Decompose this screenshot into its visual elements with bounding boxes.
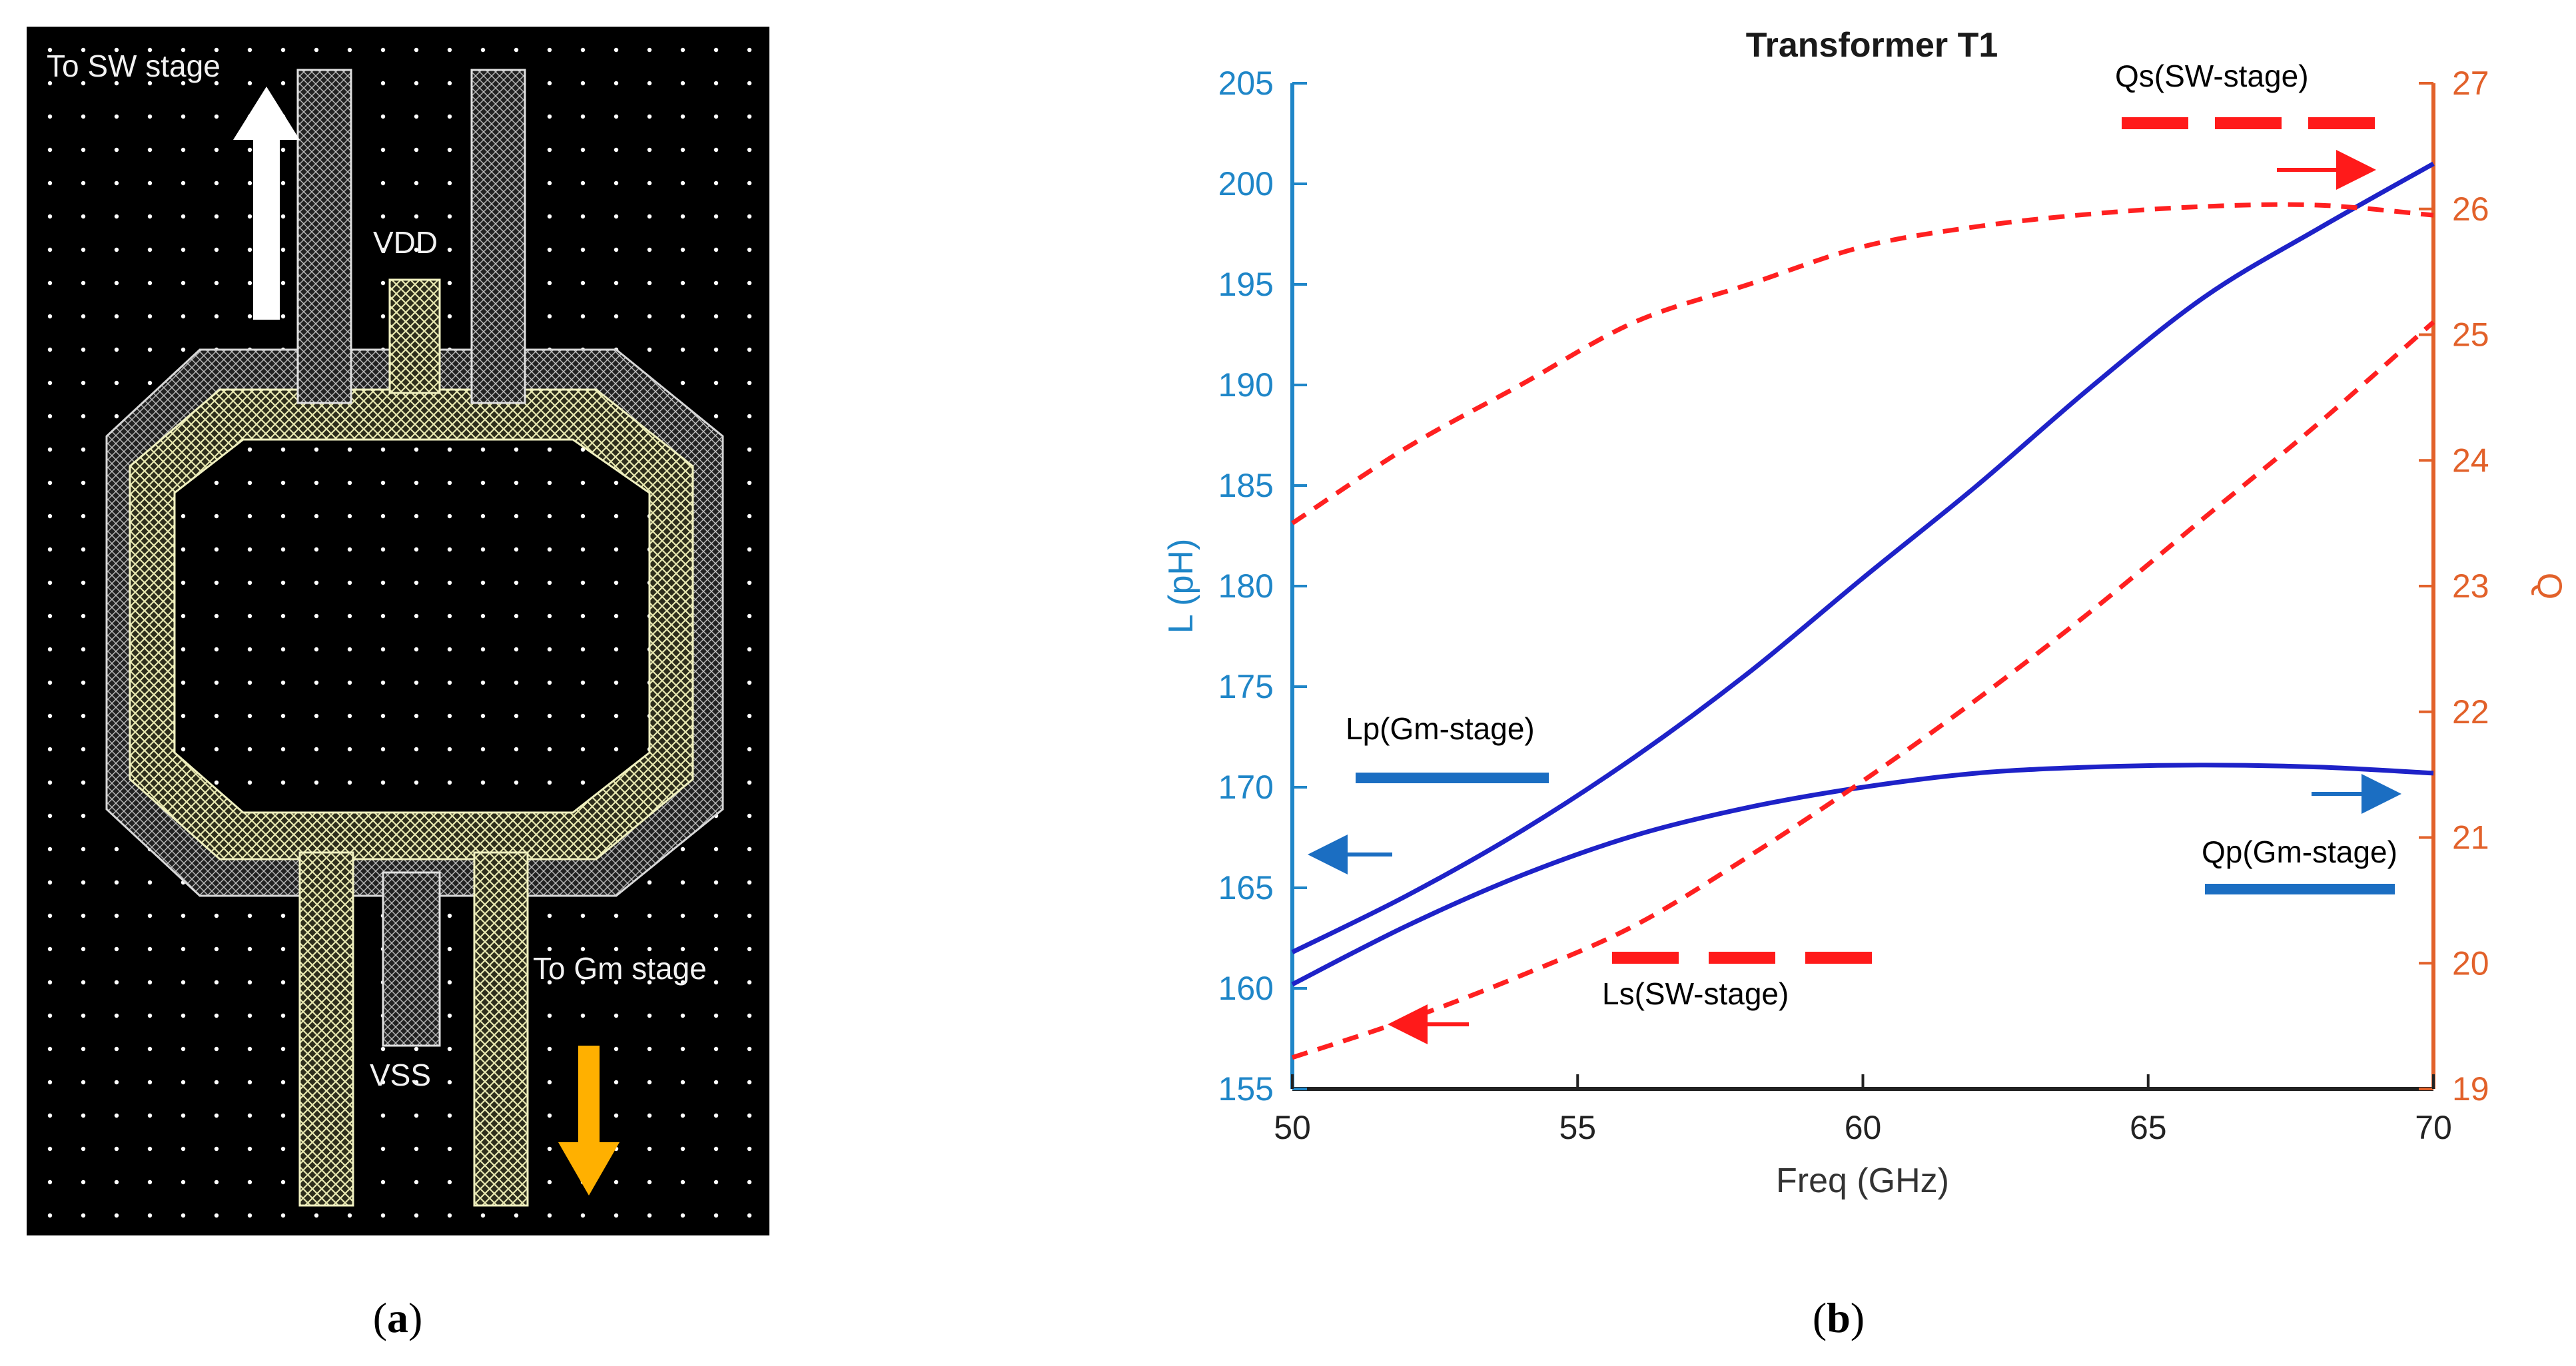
left-y-tick-label: 200 xyxy=(1218,165,1274,202)
x-tick-label: 70 xyxy=(2415,1109,2452,1146)
right-y-tick-label: 26 xyxy=(2452,190,2489,228)
x-tick-label: 55 xyxy=(1559,1109,1596,1146)
right-y-tick-label: 22 xyxy=(2452,693,2489,731)
left-y-tick-label: 160 xyxy=(1218,970,1274,1007)
vdd-center-tap xyxy=(388,278,441,394)
left-y-tick-label: 190 xyxy=(1218,366,1274,404)
left-y-ticks: 155 160 165 170 175 180 185 190 195 200 205 xyxy=(1218,65,1307,1108)
series-line-qs-sw-stage xyxy=(1291,202,2434,525)
legend-ls-label: Ls(SW-stage) xyxy=(1602,976,1789,1011)
sw-lead-left xyxy=(296,69,352,404)
vss-center-tap xyxy=(382,871,441,1047)
legend-ls: Ls(SW-stage) xyxy=(1388,952,1872,1044)
x-ticks: 50 55 60 65 70 xyxy=(1274,1074,2452,1146)
series-lines xyxy=(1291,161,2435,1060)
right-y-ticks: 19 20 21 22 23 24 25 26 27 xyxy=(2419,65,2489,1108)
legend-lp-label: Lp(Gm-stage) xyxy=(1346,711,1535,746)
legend-qp-label: Qp(Gm-stage) xyxy=(2202,835,2397,869)
y-axis-label: L (pH) xyxy=(1162,539,1200,634)
legend-qs: Qs(SW-stage) xyxy=(2115,59,2383,190)
legend-lp: Lp(Gm-stage) xyxy=(1308,711,1549,874)
caption-b: (b) xyxy=(1813,1294,1865,1341)
vss-label: VSS xyxy=(370,1058,431,1092)
caption-a: (a) xyxy=(373,1294,423,1341)
right-y-tick-label: 23 xyxy=(2452,567,2489,605)
transformer-chart: Transformer T1 1551601651701751801851901… xyxy=(1162,26,2569,1200)
right-y-tick-label: 20 xyxy=(2452,944,2489,982)
x-tick-label: 65 xyxy=(2130,1109,2167,1146)
sw-lead-right xyxy=(470,69,526,404)
up-arrow-icon xyxy=(233,87,300,320)
right-y-tick-label: 27 xyxy=(2452,65,2489,102)
left-y-tick-label: 175 xyxy=(1218,668,1274,705)
right-y-tick-label: 19 xyxy=(2452,1070,2489,1108)
inner-winding-ring xyxy=(129,388,694,860)
series-line-qp-gm-stage xyxy=(1291,320,2435,1060)
gm-lead-right xyxy=(473,851,529,1207)
left-y-tick-label: 205 xyxy=(1218,65,1274,102)
right-y-tick-label: 21 xyxy=(2452,819,2489,856)
to-gm-stage-label: To Gm stage xyxy=(533,951,707,986)
down-arrow-icon xyxy=(558,1046,620,1195)
left-y-tick-label: 195 xyxy=(1218,266,1274,303)
right-y-tick-label: 24 xyxy=(2452,442,2489,479)
legend-qp: Qp(Gm-stage) xyxy=(2202,774,2401,894)
x-axis-label: Freq (GHz) xyxy=(1776,1162,1949,1200)
transformer-layout-panel: To SW stage VDD VSS To Gm stage xyxy=(27,27,769,1235)
to-sw-stage-label: To SW stage xyxy=(47,49,220,83)
right-y-tick-label: 25 xyxy=(2452,316,2489,354)
left-y-tick-label: 165 xyxy=(1218,869,1274,906)
chart-title: Transformer T1 xyxy=(1746,26,1998,65)
left-y-tick-label: 155 xyxy=(1218,1070,1274,1108)
series-line-ls-sw-stage xyxy=(1291,763,2434,987)
y2-axis-label: Q xyxy=(2530,573,2569,599)
legend-qs-label: Qs(SW-stage) xyxy=(2115,59,2309,93)
series-line-lp-gm-stage xyxy=(1291,161,2435,954)
x-tick-label: 60 xyxy=(1845,1109,1882,1146)
x-tick-label: 50 xyxy=(1274,1109,1311,1146)
left-y-tick-label: 180 xyxy=(1218,567,1274,605)
left-y-tick-label: 170 xyxy=(1218,769,1274,806)
gm-lead-left xyxy=(298,851,354,1207)
vdd-label: VDD xyxy=(373,225,438,260)
left-y-tick-label: 185 xyxy=(1218,467,1274,504)
